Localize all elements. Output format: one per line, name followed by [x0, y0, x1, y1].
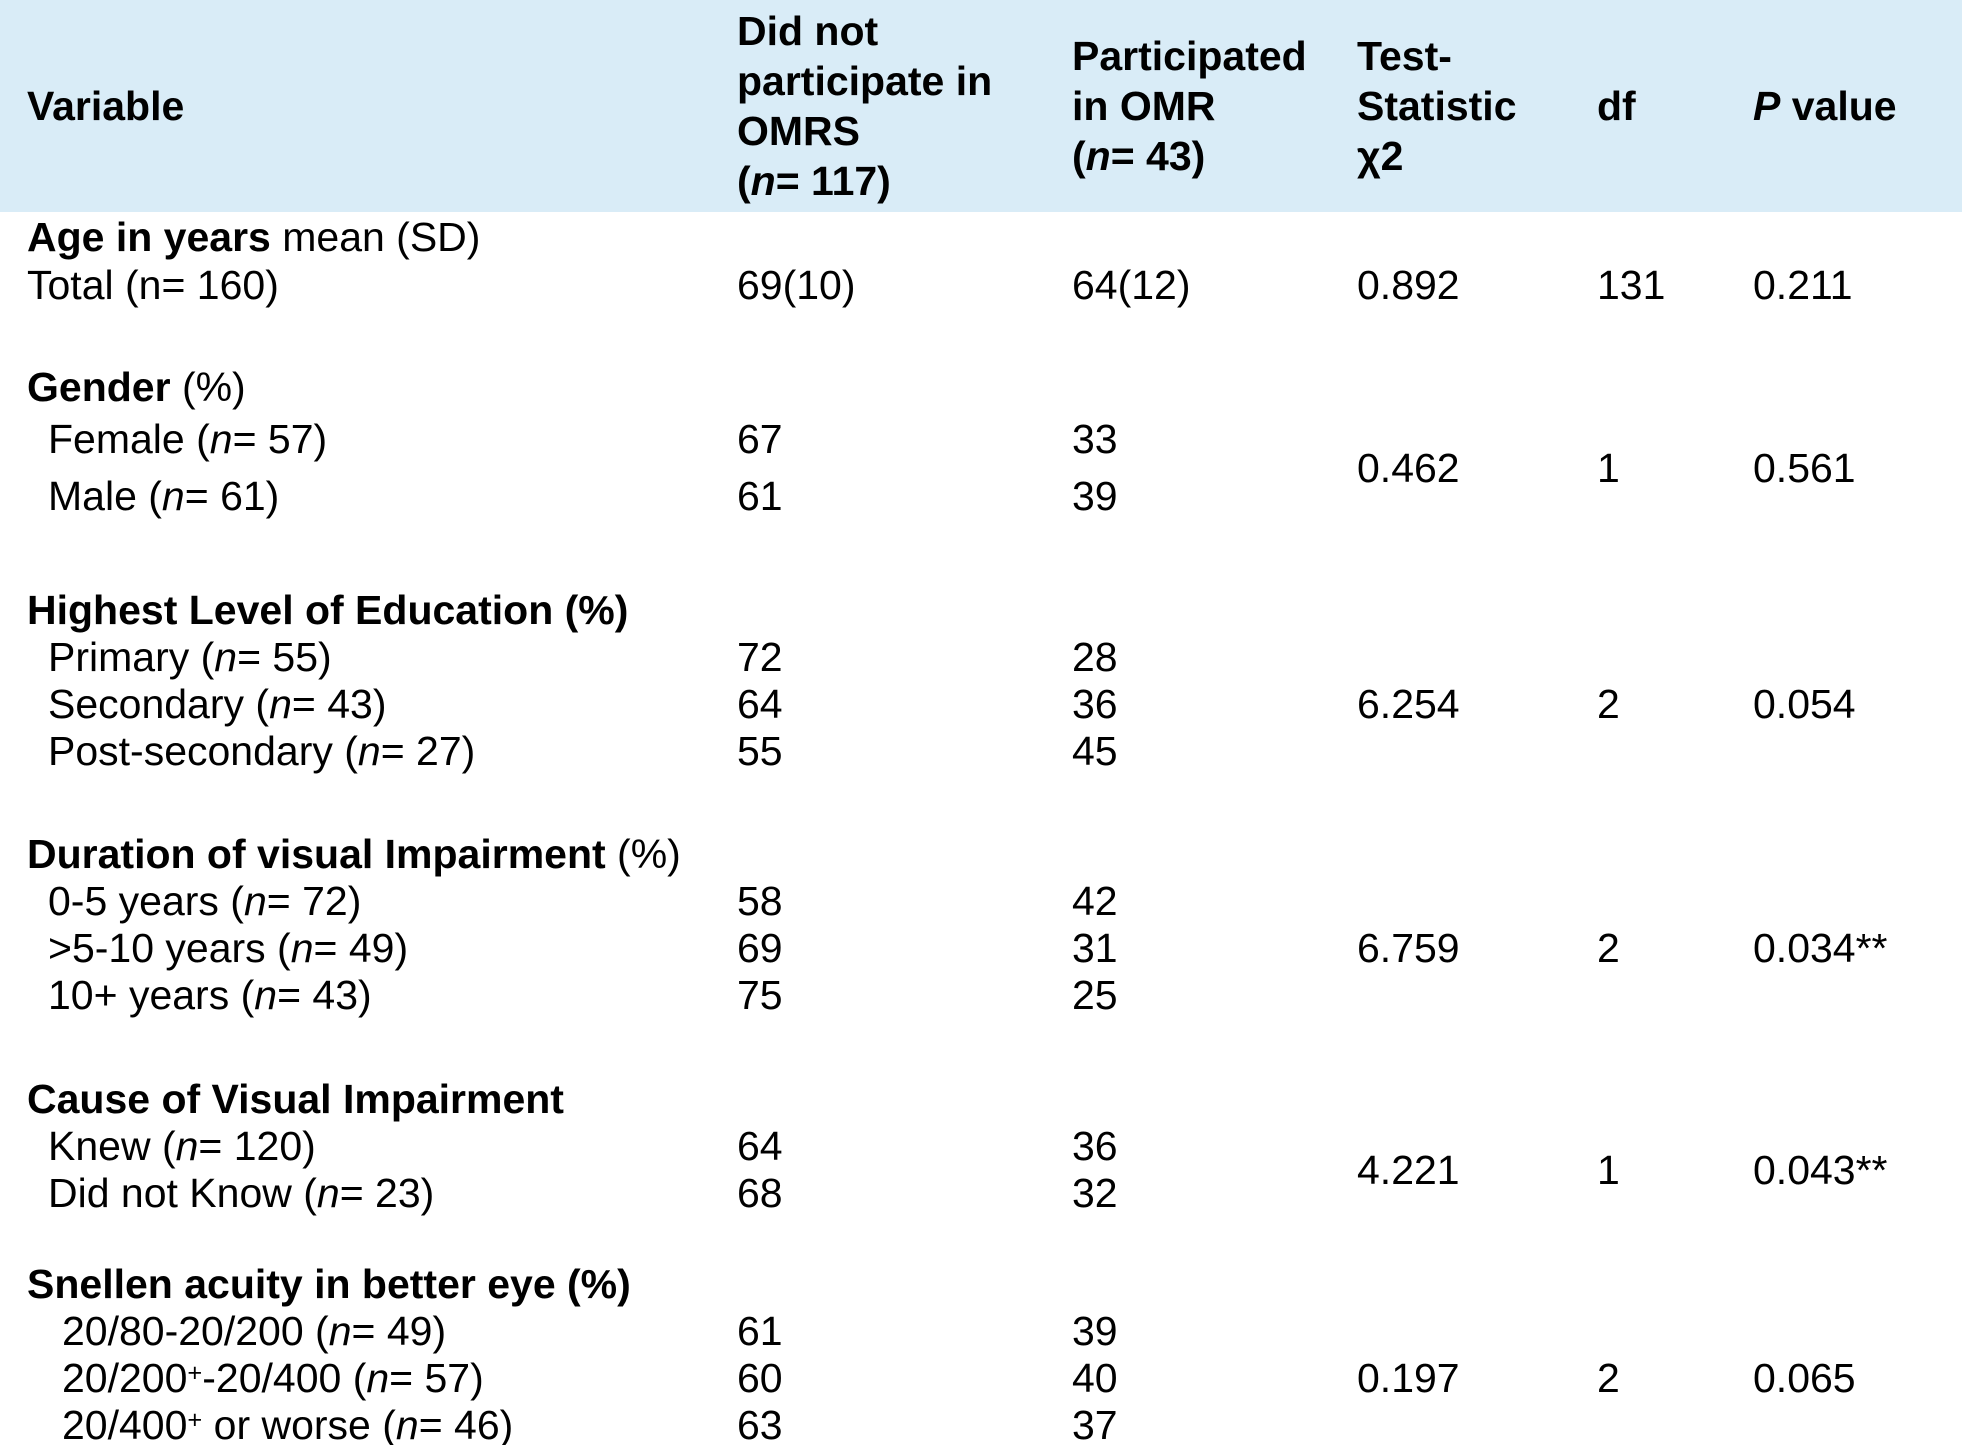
value-not-participate: 68 [737, 1170, 783, 1216]
row-label: Primary (n= 55) [48, 634, 332, 680]
value-df: 2 [1597, 925, 1620, 971]
section-spacer [0, 1019, 1962, 1076]
value-chi-square: 6.254 [1357, 681, 1460, 727]
table-row-cause-did-not-know: Did not Know (n= 23) 68 32 [0, 1170, 1962, 1217]
value-chi-square: 0.197 [1357, 1355, 1460, 1401]
section-header-education: Highest Level of Education (%) [0, 587, 1962, 634]
section-header-age: Age in years mean (SD) [0, 212, 1962, 262]
value-participated: 36 [1072, 681, 1118, 727]
row-label: 10+ years (n= 43) [48, 972, 372, 1018]
value-df: 1 [1597, 1146, 1620, 1193]
row-label: Total (n= 160) [27, 262, 279, 308]
value-not-participate: 72 [737, 634, 783, 680]
section-header-gender: Gender (%) [0, 364, 1962, 411]
row-label: 20/200+-20/400 (n= 57) [62, 1355, 484, 1401]
section-spacer [0, 309, 1962, 364]
table-row-education-post-secondary: Post-secondary (n= 27) 55 45 [0, 728, 1962, 775]
value-participated: 39 [1072, 1308, 1118, 1354]
section-spacer [0, 1217, 1962, 1261]
section-header-cause: Cause of Visual Impairment [0, 1076, 1962, 1123]
row-label: Female (n= 57) [48, 416, 328, 462]
value-participated: 32 [1072, 1170, 1118, 1216]
row-label: Post-secondary (n= 27) [48, 728, 476, 774]
table-row-snellen-20-200: 20/200+-20/400 (n= 57) 60 40 [0, 1355, 1962, 1402]
table-row-gender-female: Female (n= 57) 67 33 0.462 1 0.561 [0, 411, 1962, 491]
section-label-gender: Gender (%) [27, 364, 246, 410]
value-participated: 64(12) [1072, 262, 1191, 308]
row-label: 20/80-20/200 (n= 49) [62, 1308, 447, 1354]
value-participated: 45 [1072, 728, 1118, 774]
value-not-participate: 67 [737, 416, 783, 462]
value-not-participate: 58 [737, 878, 783, 924]
value-participated: 28 [1072, 634, 1118, 680]
value-chi-square: 4.221 [1357, 1146, 1460, 1193]
value-not-participate: 75 [737, 972, 783, 1018]
table-row-cause-knew: Knew (n= 120) 64 36 4.221 1 0.043** [0, 1123, 1962, 1193]
value-participated: 42 [1072, 878, 1118, 924]
value-p: 0.043** [1753, 1146, 1888, 1193]
section-header-snellen: Snellen acuity in better eye (%) [0, 1261, 1962, 1308]
row-label: >5-10 years (n= 49) [48, 925, 409, 971]
header-variable: Variable [0, 0, 737, 212]
section-label-age: Age in years mean (SD) [27, 213, 481, 260]
value-participated: 25 [1072, 972, 1118, 1018]
value-participated: 37 [1072, 1402, 1118, 1445]
section-spacer [0, 775, 1962, 831]
section-label-education: Highest Level of Education (%) [27, 587, 629, 633]
value-df: 2 [1597, 681, 1620, 727]
value-participated: 40 [1072, 1355, 1118, 1401]
value-df: 1 [1597, 444, 1620, 491]
header-did-not-participate: Did not participate in OMRS (n= 117) [737, 0, 1072, 212]
value-p: 0.561 [1753, 444, 1856, 491]
value-chi-square: 0.462 [1357, 444, 1460, 491]
row-label: 0-5 years (n= 72) [48, 878, 362, 924]
section-label-duration: Duration of visual Impairment (%) [27, 831, 681, 877]
header-p-value: P value [1753, 0, 1962, 212]
table-row-education-primary: Primary (n= 55) 72 28 6.254 2 0.054 [0, 634, 1962, 727]
value-participated: 33 [1072, 416, 1118, 462]
table-row-snellen-20-400: 20/400+ or worse (n= 46) 63 37 [0, 1402, 1962, 1445]
row-label: Male (n= 61) [48, 473, 280, 519]
table-row-age-total: Total (n= 160) 69(10) 64(12) 0.892 131 0… [0, 262, 1962, 309]
value-not-participate: 69(10) [737, 262, 856, 308]
row-label: Knew (n= 120) [48, 1123, 316, 1169]
header-df: df [1597, 0, 1753, 212]
value-not-participate: 60 [737, 1355, 783, 1401]
value-not-participate: 64 [737, 1123, 783, 1169]
table-header-row: Variable Did not participate in OMRS (n= 11… [0, 0, 1962, 212]
header-test-statistic: Test- Statistic χ2 [1357, 0, 1597, 212]
value-not-participate: 61 [737, 473, 783, 519]
value-df: 2 [1597, 1355, 1620, 1401]
value-not-participate: 63 [737, 1402, 783, 1445]
value-chi-square: 0.892 [1357, 262, 1460, 308]
value-participated: 31 [1072, 925, 1118, 971]
table-row-snellen-20-80: 20/80-20/200 (n= 49) 61 39 0.197 2 0.065 [0, 1308, 1962, 1401]
section-label-snellen: Snellen acuity in better eye (%) [27, 1261, 631, 1307]
value-not-participate: 69 [737, 925, 783, 971]
table-row-duration-0-5: 0-5 years (n= 72) 58 42 6.759 2 0.034** [0, 878, 1962, 971]
section-spacer [0, 525, 1962, 587]
value-not-participate: 55 [737, 728, 783, 774]
row-label: Did not Know (n= 23) [48, 1170, 435, 1216]
value-df: 131 [1597, 262, 1666, 308]
table-row-gender-male: Male (n= 61) 61 39 [0, 468, 1962, 525]
value-p: 0.054 [1753, 681, 1856, 727]
value-p: 0.211 [1753, 262, 1853, 308]
value-p: 0.065 [1753, 1355, 1856, 1401]
value-p: 0.034** [1753, 925, 1888, 971]
value-chi-square: 6.759 [1357, 925, 1460, 971]
value-not-participate: 61 [737, 1308, 783, 1354]
section-label-cause: Cause of Visual Impairment [27, 1076, 564, 1122]
row-label: Secondary (n= 43) [48, 681, 387, 727]
section-header-duration: Duration of visual Impairment (%) [0, 831, 1962, 878]
table-row-duration-10-plus: 10+ years (n= 43) 75 25 [0, 972, 1962, 1019]
table-row-education-secondary: Secondary (n= 43) 64 36 [0, 681, 1962, 728]
value-participated: 39 [1072, 473, 1118, 519]
header-participated: Participated in OMR (n= 43) [1072, 0, 1357, 212]
value-participated: 36 [1072, 1123, 1118, 1169]
row-label: 20/400+ or worse (n= 46) [62, 1402, 514, 1445]
value-not-participate: 64 [737, 681, 783, 727]
table-row-duration-5-10: >5-10 years (n= 49) 69 31 [0, 925, 1962, 972]
